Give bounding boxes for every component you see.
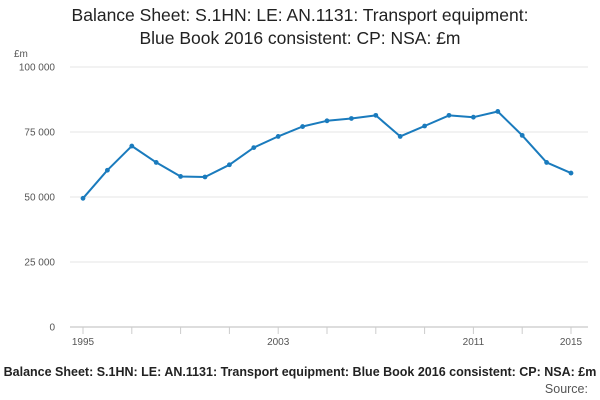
x-tick-label: 1995 [72,337,95,348]
data-point [275,134,281,139]
data-point [471,114,476,120]
data-point [202,174,208,180]
data-point [495,109,501,114]
gridlines [70,66,588,328]
y-tick-label: 0 [49,323,55,334]
footer-source: Source: [544,382,588,396]
footer-caption: Balance Sheet: S.1HN: LE: AN.1131: Trans… [3,365,597,379]
y-axis-unit-label: £m [14,49,28,60]
axes: 0 25 000 50 000 75 000 100 000 £m 1995 2003 2011… [14,49,583,348]
data-point [227,162,232,168]
data-point [80,195,86,201]
data-point [129,143,135,149]
x-tick-label: 2011 [463,337,485,348]
data-point [251,145,257,151]
data-point [397,134,403,139]
y-tick-label: 100 000 [19,63,56,74]
x-tick-label: 2015 [560,337,583,348]
series-line [82,110,572,199]
data-point [519,132,525,138]
data-point [300,124,305,129]
data-point [349,116,354,121]
x-tick-label: 2003 [267,337,290,348]
y-tick-label: 50 000 [24,193,55,204]
data-point [544,160,549,165]
series [80,109,574,201]
data-point [422,123,427,129]
y-tick-label: 25 000 [24,258,55,269]
chart-title-line-1: Balance Sheet: S.1HN: LE: AN.1131: Trans… [71,5,529,25]
data-point [373,112,379,118]
data-point [324,118,330,124]
y-tick-label: 75 000 [24,128,55,139]
chart-title: Balance Sheet: S.1HN: LE: AN.1131: Trans… [0,4,600,50]
data-point [568,170,574,176]
data-point [105,167,110,173]
data-point [153,160,159,165]
data-point [446,112,452,118]
data-point [178,174,184,179]
chart-title-line-2: Blue Book 2016 consistent: CP: NSA: £m [139,28,461,48]
